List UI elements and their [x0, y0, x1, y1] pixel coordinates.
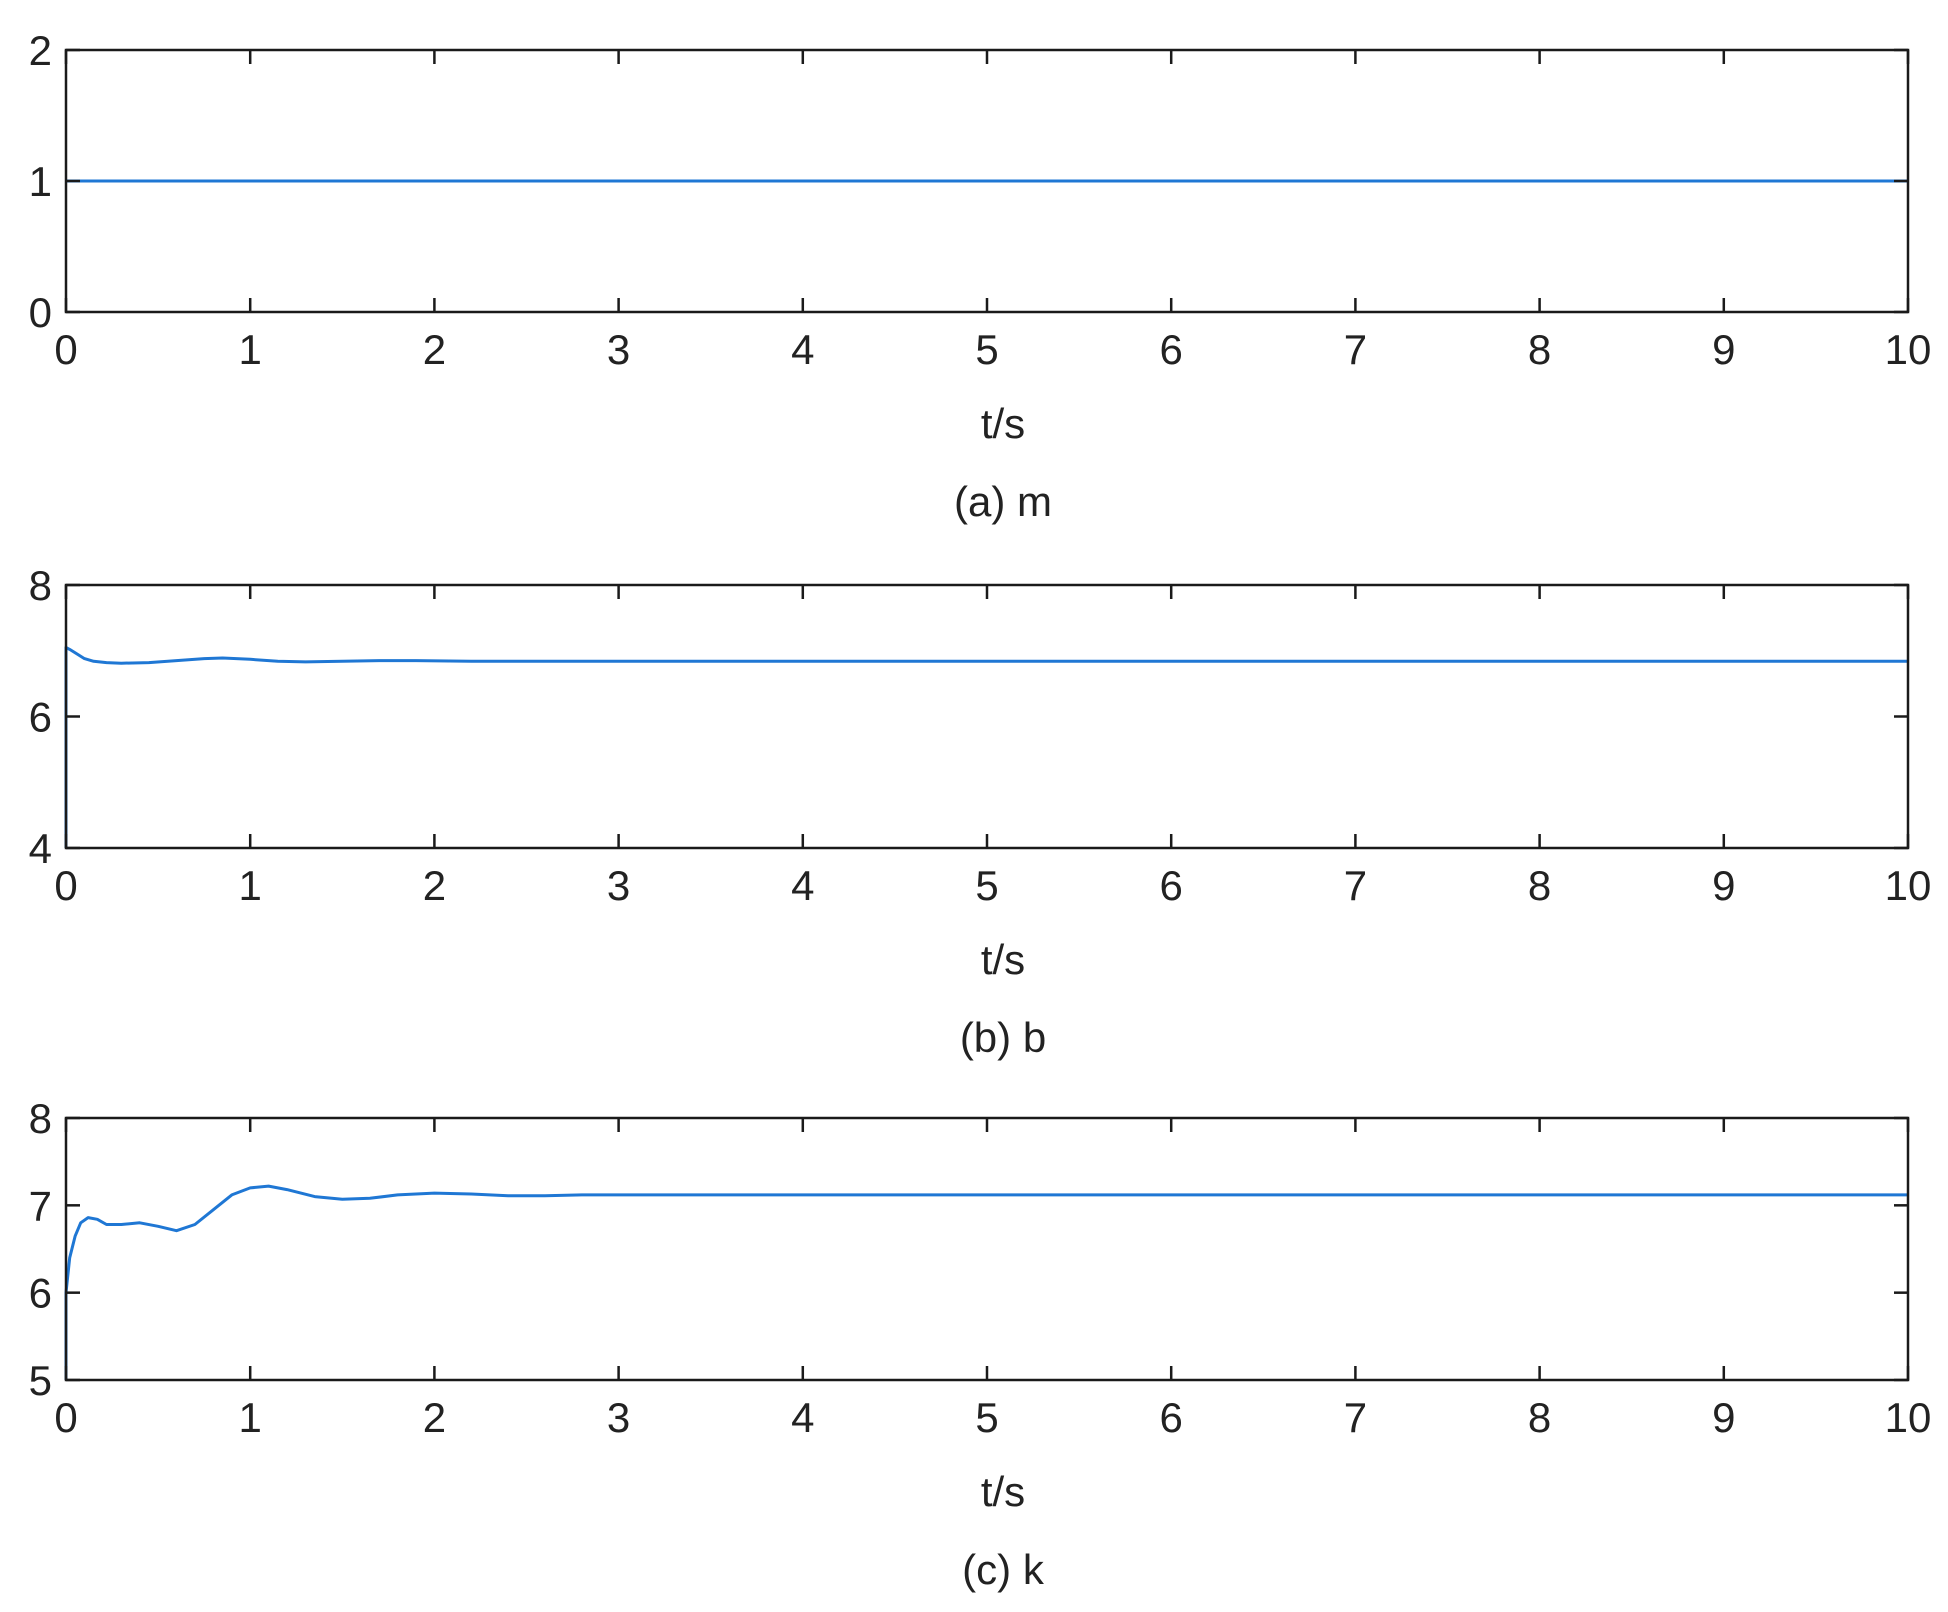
- y-tick-label: 8: [29, 562, 52, 609]
- x-tick-label: 5: [975, 862, 998, 909]
- panel-caption: (a) m: [954, 478, 1052, 525]
- y-tick-label: 2: [29, 27, 52, 74]
- x-tick-label: 7: [1344, 1394, 1367, 1441]
- x-tick-label: 6: [1160, 1394, 1183, 1441]
- x-tick-label: 6: [1160, 862, 1183, 909]
- axes-box: [64, 1116, 1910, 1382]
- x-tick-label: 2: [423, 1394, 446, 1441]
- chart-panel-1: 0 1 2 3 4 5 6 7 8 9 10 4 6 8 t/s (b) b: [29, 562, 1932, 1061]
- panel-caption: (b) b: [960, 1014, 1046, 1061]
- y-tick-label: 0: [29, 289, 52, 336]
- panel-caption: (c) k: [962, 1546, 1045, 1593]
- x-tick-label: 9: [1712, 326, 1735, 373]
- x-tick-label: 5: [975, 1394, 998, 1441]
- x-tick-label: 3: [607, 326, 630, 373]
- axes-box: [64, 583, 1910, 850]
- y-tick-label: 6: [29, 694, 52, 741]
- x-tick-label: 0: [54, 862, 77, 909]
- x-tick-label: 3: [607, 862, 630, 909]
- x-tick-label: 9: [1712, 1394, 1735, 1441]
- x-axis-label: t/s: [981, 400, 1025, 447]
- x-tick-label: 1: [239, 326, 262, 373]
- x-tick-label: 10: [1885, 1394, 1932, 1441]
- x-tick-label: 8: [1528, 1394, 1551, 1441]
- x-tick-label: 5: [975, 326, 998, 373]
- x-tick-label: 8: [1528, 862, 1551, 909]
- chart-panel-0: 0 1 2 3 4 5 6 7 8 9 10 0 1 2 t/s (a) m: [29, 27, 1932, 525]
- y-tick-label: 6: [29, 1270, 52, 1317]
- y-tick-label: 7: [29, 1182, 52, 1229]
- x-tick-label: 8: [1528, 326, 1551, 373]
- x-tick-label: 4: [791, 862, 814, 909]
- x-tick-label: 7: [1344, 862, 1367, 909]
- x-tick-label: 10: [1885, 326, 1932, 373]
- x-axis-label: t/s: [981, 936, 1025, 983]
- x-tick-label: 0: [54, 1394, 77, 1441]
- x-tick-label: 4: [791, 1394, 814, 1441]
- y-tick-label: 4: [29, 825, 52, 872]
- x-tick-label: 1: [239, 862, 262, 909]
- x-tick-label: 6: [1160, 326, 1183, 373]
- y-tick-label: 5: [29, 1357, 52, 1404]
- y-tick-label: 1: [29, 158, 52, 205]
- series-line-0: [64, 646, 1908, 848]
- x-tick-label: 7: [1344, 326, 1367, 373]
- x-tick-label: 2: [423, 326, 446, 373]
- x-tick-label: 0: [54, 326, 77, 373]
- x-tick-label: 9: [1712, 862, 1735, 909]
- x-tick-label: 1: [239, 1394, 262, 1441]
- chart-panel-2: 0 1 2 3 4 5 6 7 8 9 10 5 6 7 8 t/s (c) k: [29, 1095, 1932, 1593]
- x-tick-label: 10: [1885, 862, 1932, 909]
- x-tick-label: 3: [607, 1394, 630, 1441]
- x-tick-label: 2: [423, 862, 446, 909]
- series-line-0: [64, 1184, 1908, 1380]
- x-tick-label: 4: [791, 326, 814, 373]
- y-tick-label: 8: [29, 1095, 52, 1142]
- x-axis-label: t/s: [981, 1468, 1025, 1515]
